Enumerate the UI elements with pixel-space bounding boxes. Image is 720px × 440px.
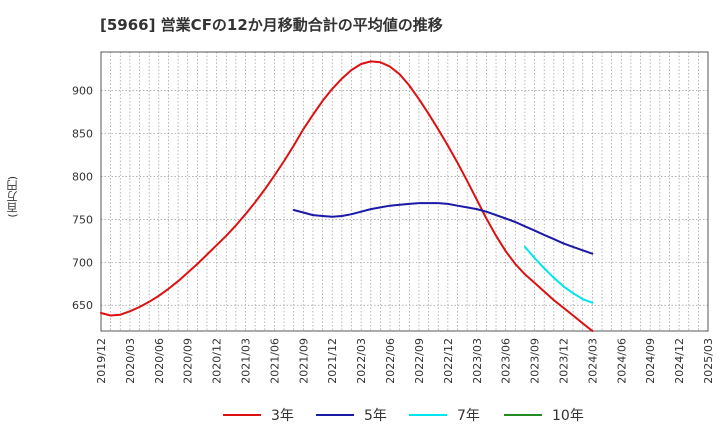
x-tick-label: 2022/03 [355,338,368,384]
series-line-3年 [100,60,594,332]
legend-item: 7年 [409,404,480,426]
legend-label: 7年 [457,408,480,424]
legend-item: 5年 [316,404,387,426]
series-line-5年 [292,202,594,255]
line-chart: 650 700 750 800 850 900 2019/12 2020/03 2020/06 2… [72,51,715,384]
x-tick-label: 2020/06 [153,338,166,384]
y-tick-label: 800 [72,170,93,183]
x-tick-label: 2020/03 [124,338,137,384]
x-tick-label: 2020/12 [211,338,224,384]
x-tick-label: 2023/03 [471,338,484,384]
x-tick-label: 2022/06 [384,338,397,384]
x-tick-label: 2025/03 [702,338,715,384]
x-tick-label: 2019/12 [95,338,108,384]
legend-swatch [504,414,542,416]
y-tick-label: 900 [72,85,93,98]
x-tick-label: 2024/03 [586,338,599,384]
x-tick-label: 2022/09 [413,338,426,384]
series-line-7年 [523,245,594,304]
chart-legend: 3年 5年 7年 10年 [0,404,720,426]
legend-swatch [316,414,354,416]
x-tick-label: 2024/12 [673,338,686,384]
plot-border [100,51,709,332]
x-tick-label: 2023/12 [557,338,570,384]
legend-swatch [409,414,447,416]
plot-area [101,52,708,331]
x-tick-label: 2022/12 [442,338,455,384]
x-tick-label: 2023/09 [529,338,542,384]
legend-swatch [223,414,261,416]
legend-label: 10年 [552,408,584,424]
x-tick-label: 2021/03 [240,338,253,384]
x-tick-label: 2024/06 [615,338,628,384]
legend-item: 3年 [223,404,294,426]
chart-title: [5966] 営業CFの12か月移動合計の平均値の推移 [100,16,443,34]
x-tick-label: 2021/12 [326,338,339,384]
x-tick-label: 2021/09 [297,338,310,384]
y-tick-label: 700 [72,256,93,269]
y-tick-label: 850 [72,128,93,141]
legend-label: 5年 [364,408,387,424]
y-tick-label: 750 [72,213,93,226]
legend-item: 10年 [504,404,584,426]
y-tick-label: 650 [72,299,93,312]
legend-label: 3年 [271,408,294,424]
x-tick-label: 2021/06 [268,338,281,384]
x-tick-label: 2020/09 [182,338,195,384]
x-tick-label: 2023/06 [500,338,513,384]
x-tick-label: 2024/09 [644,338,657,384]
